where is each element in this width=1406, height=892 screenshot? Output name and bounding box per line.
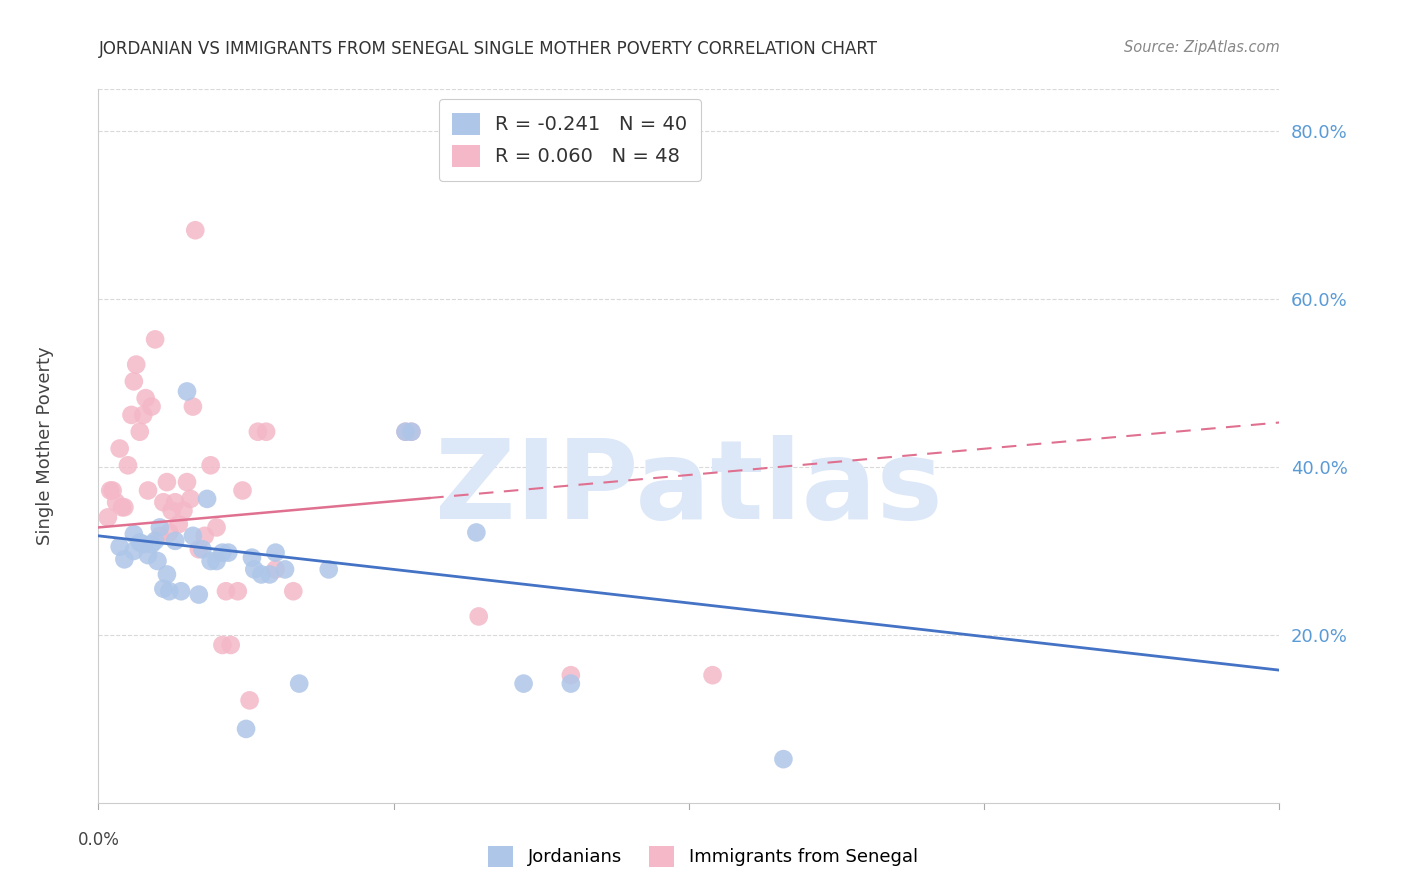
Point: [167, 517, 190, 532]
Point: [136, 483, 159, 498]
Point: [226, 584, 249, 599]
Legend: R = -0.241   N = 40, R = 0.060   N = 48: R = -0.241 N = 40, R = 0.060 N = 48: [439, 99, 702, 181]
Point: [217, 546, 239, 560]
Point: [149, 529, 172, 543]
Point: [191, 542, 214, 557]
Point: [165, 495, 187, 509]
Point: [122, 527, 145, 541]
Point: [149, 520, 172, 534]
Point: [219, 638, 242, 652]
Point: [239, 693, 262, 707]
Point: [200, 458, 222, 473]
Point: [121, 408, 143, 422]
Point: [184, 223, 207, 237]
Point: [195, 491, 218, 506]
Point: [112, 500, 135, 515]
Point: [200, 554, 222, 568]
Point: [165, 533, 187, 548]
Point: [176, 384, 198, 399]
Point: [240, 550, 263, 565]
Point: [128, 425, 150, 439]
Point: [122, 544, 145, 558]
Point: [172, 503, 194, 517]
Point: [254, 425, 277, 439]
Text: Single Mother Poverty: Single Mother Poverty: [37, 347, 55, 545]
Text: JORDANIAN VS IMMIGRANTS FROM SENEGAL SINGLE MOTHER POVERTY CORRELATION CHART: JORDANIAN VS IMMIGRANTS FROM SENEGAL SIN…: [98, 40, 877, 58]
Point: [105, 495, 128, 509]
Point: [246, 425, 269, 439]
Point: [401, 425, 423, 439]
Point: [394, 425, 416, 439]
Point: [117, 458, 139, 473]
Point: [264, 546, 287, 560]
Point: [98, 483, 121, 498]
Point: [467, 609, 489, 624]
Point: [141, 400, 163, 414]
Point: [176, 475, 198, 489]
Point: [205, 520, 228, 534]
Point: [136, 548, 159, 562]
Point: [401, 425, 423, 439]
Point: [318, 562, 340, 576]
Point: [101, 483, 124, 498]
Point: [108, 442, 131, 456]
Point: [702, 668, 724, 682]
Point: [180, 491, 202, 506]
Point: [465, 525, 488, 540]
Point: [560, 668, 582, 682]
Point: [259, 567, 281, 582]
Point: [146, 554, 169, 568]
Point: [288, 676, 311, 690]
Point: [235, 722, 257, 736]
Point: [156, 475, 179, 489]
Point: [135, 391, 157, 405]
Text: Source: ZipAtlas.com: Source: ZipAtlas.com: [1123, 40, 1279, 55]
Point: [512, 676, 534, 690]
Point: [211, 546, 233, 560]
Point: [394, 425, 416, 439]
Point: [772, 752, 794, 766]
Point: [132, 537, 155, 551]
Point: [157, 584, 180, 599]
Point: [152, 495, 174, 509]
Point: [112, 552, 135, 566]
Point: [108, 540, 131, 554]
Point: [128, 535, 150, 549]
Point: [205, 554, 228, 568]
Point: [250, 567, 273, 582]
Point: [157, 525, 180, 540]
Point: [152, 582, 174, 596]
Point: [111, 500, 134, 515]
Point: [211, 638, 233, 652]
Point: [143, 332, 166, 346]
Point: [231, 483, 253, 498]
Text: 0.0%: 0.0%: [77, 831, 120, 849]
Point: [132, 408, 155, 422]
Point: [141, 537, 163, 551]
Text: ZIPatlas: ZIPatlas: [434, 435, 943, 542]
Point: [187, 588, 209, 602]
Point: [170, 584, 193, 599]
Point: [243, 562, 266, 576]
Point: [181, 400, 204, 414]
Point: [194, 529, 217, 543]
Point: [160, 503, 183, 517]
Legend: Jordanians, Immigrants from Senegal: Jordanians, Immigrants from Senegal: [481, 838, 925, 874]
Point: [97, 510, 120, 524]
Point: [156, 567, 179, 582]
Point: [274, 562, 297, 576]
Point: [264, 562, 287, 576]
Point: [122, 375, 145, 389]
Point: [283, 584, 305, 599]
Point: [125, 358, 148, 372]
Point: [181, 529, 204, 543]
Point: [187, 542, 209, 557]
Point: [560, 676, 582, 690]
Point: [215, 584, 238, 599]
Point: [143, 533, 166, 548]
